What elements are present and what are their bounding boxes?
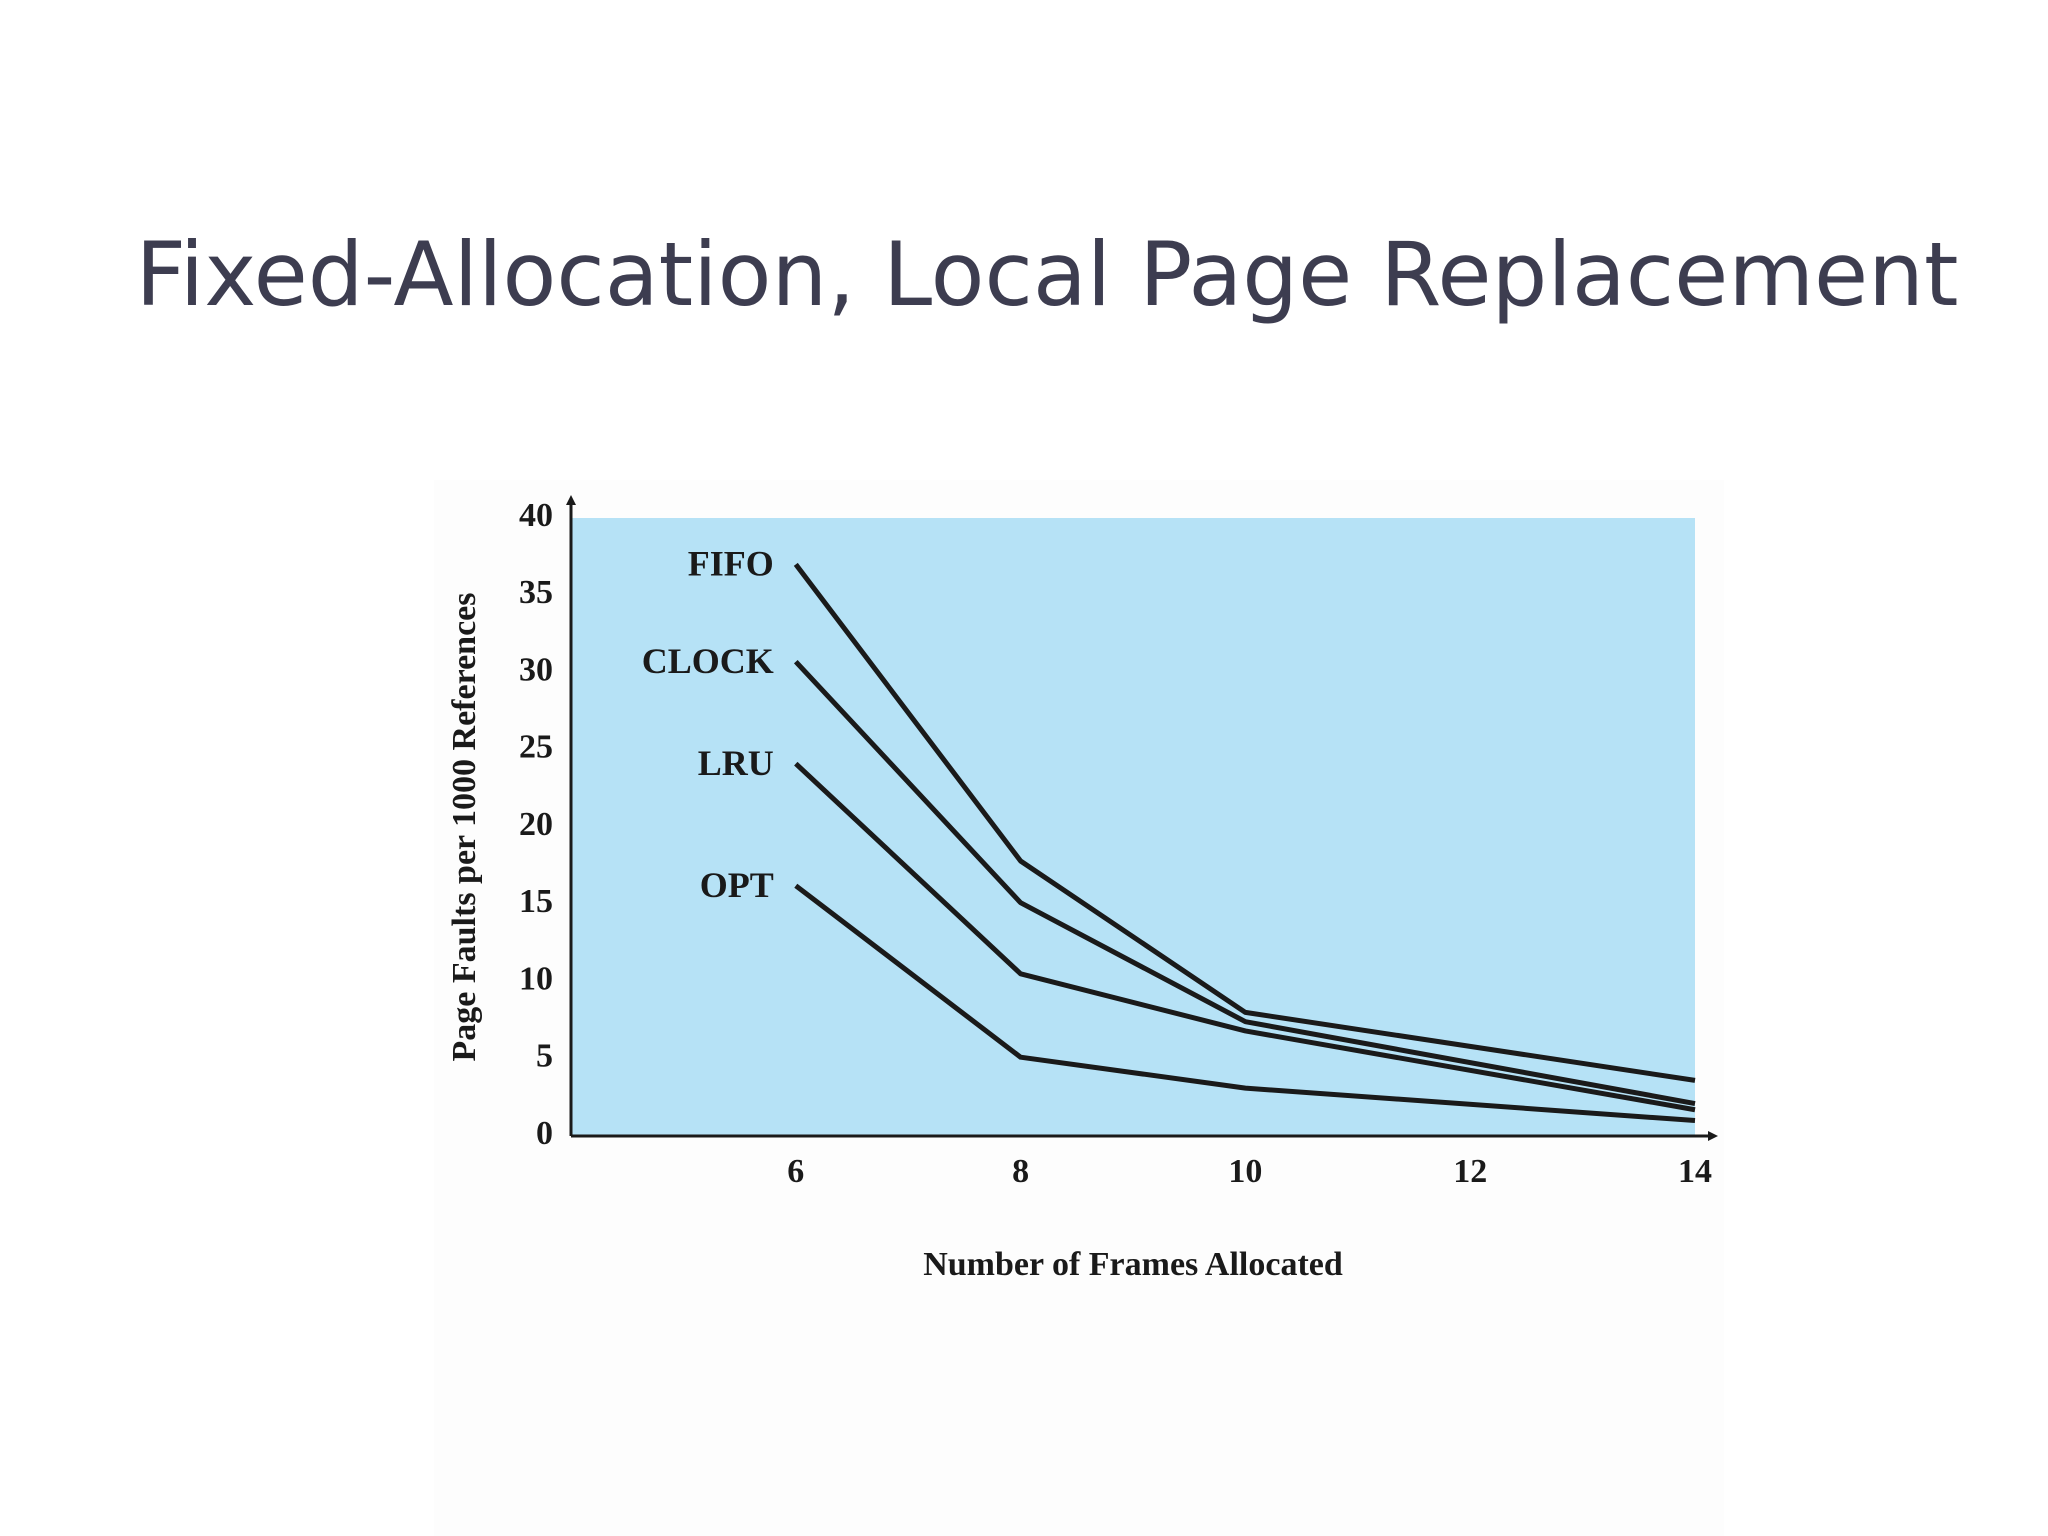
plot: 0 5 10 15 20 25 30 35 40 6 8 10 12 14 Number of Frames… bbox=[446, 495, 1718, 1283]
x-tick-label: 14 bbox=[1678, 1153, 1712, 1190]
y-tick-label: 0 bbox=[536, 1115, 553, 1152]
y-tick-label: 5 bbox=[536, 1038, 553, 1075]
x-tick-label: 6 bbox=[787, 1153, 804, 1190]
series-line bbox=[793, 659, 1696, 1107]
series-label: LRU bbox=[698, 743, 774, 783]
y-tick-label: 40 bbox=[519, 497, 553, 534]
series-label: FIFO bbox=[688, 544, 774, 584]
series-label: CLOCK bbox=[642, 641, 774, 681]
y-tick-label: 20 bbox=[519, 806, 553, 843]
x-axis-label: Number of Frames Allocated bbox=[923, 1246, 1343, 1283]
plot-area bbox=[571, 518, 1695, 1136]
y-tick-label: 35 bbox=[519, 574, 553, 611]
y-tick-label: 30 bbox=[519, 651, 553, 688]
x-tick-label: 12 bbox=[1453, 1153, 1487, 1190]
y-tick-label: 25 bbox=[519, 729, 553, 766]
series-label: OPT bbox=[700, 865, 774, 905]
x-tick-label: 8 bbox=[1012, 1153, 1029, 1190]
series-line bbox=[794, 761, 1696, 1113]
y-tick-label: 15 bbox=[519, 883, 553, 920]
x-tick-label: 10 bbox=[1228, 1153, 1262, 1190]
series-line bbox=[793, 562, 1696, 1083]
slide-title: Fixed-Allocation, Local Page Replacement bbox=[136, 223, 1959, 326]
y-tick-label: 10 bbox=[519, 960, 553, 997]
series-line bbox=[794, 883, 1696, 1124]
y-axis-label: Page Faults per 1000 References bbox=[446, 593, 483, 1062]
